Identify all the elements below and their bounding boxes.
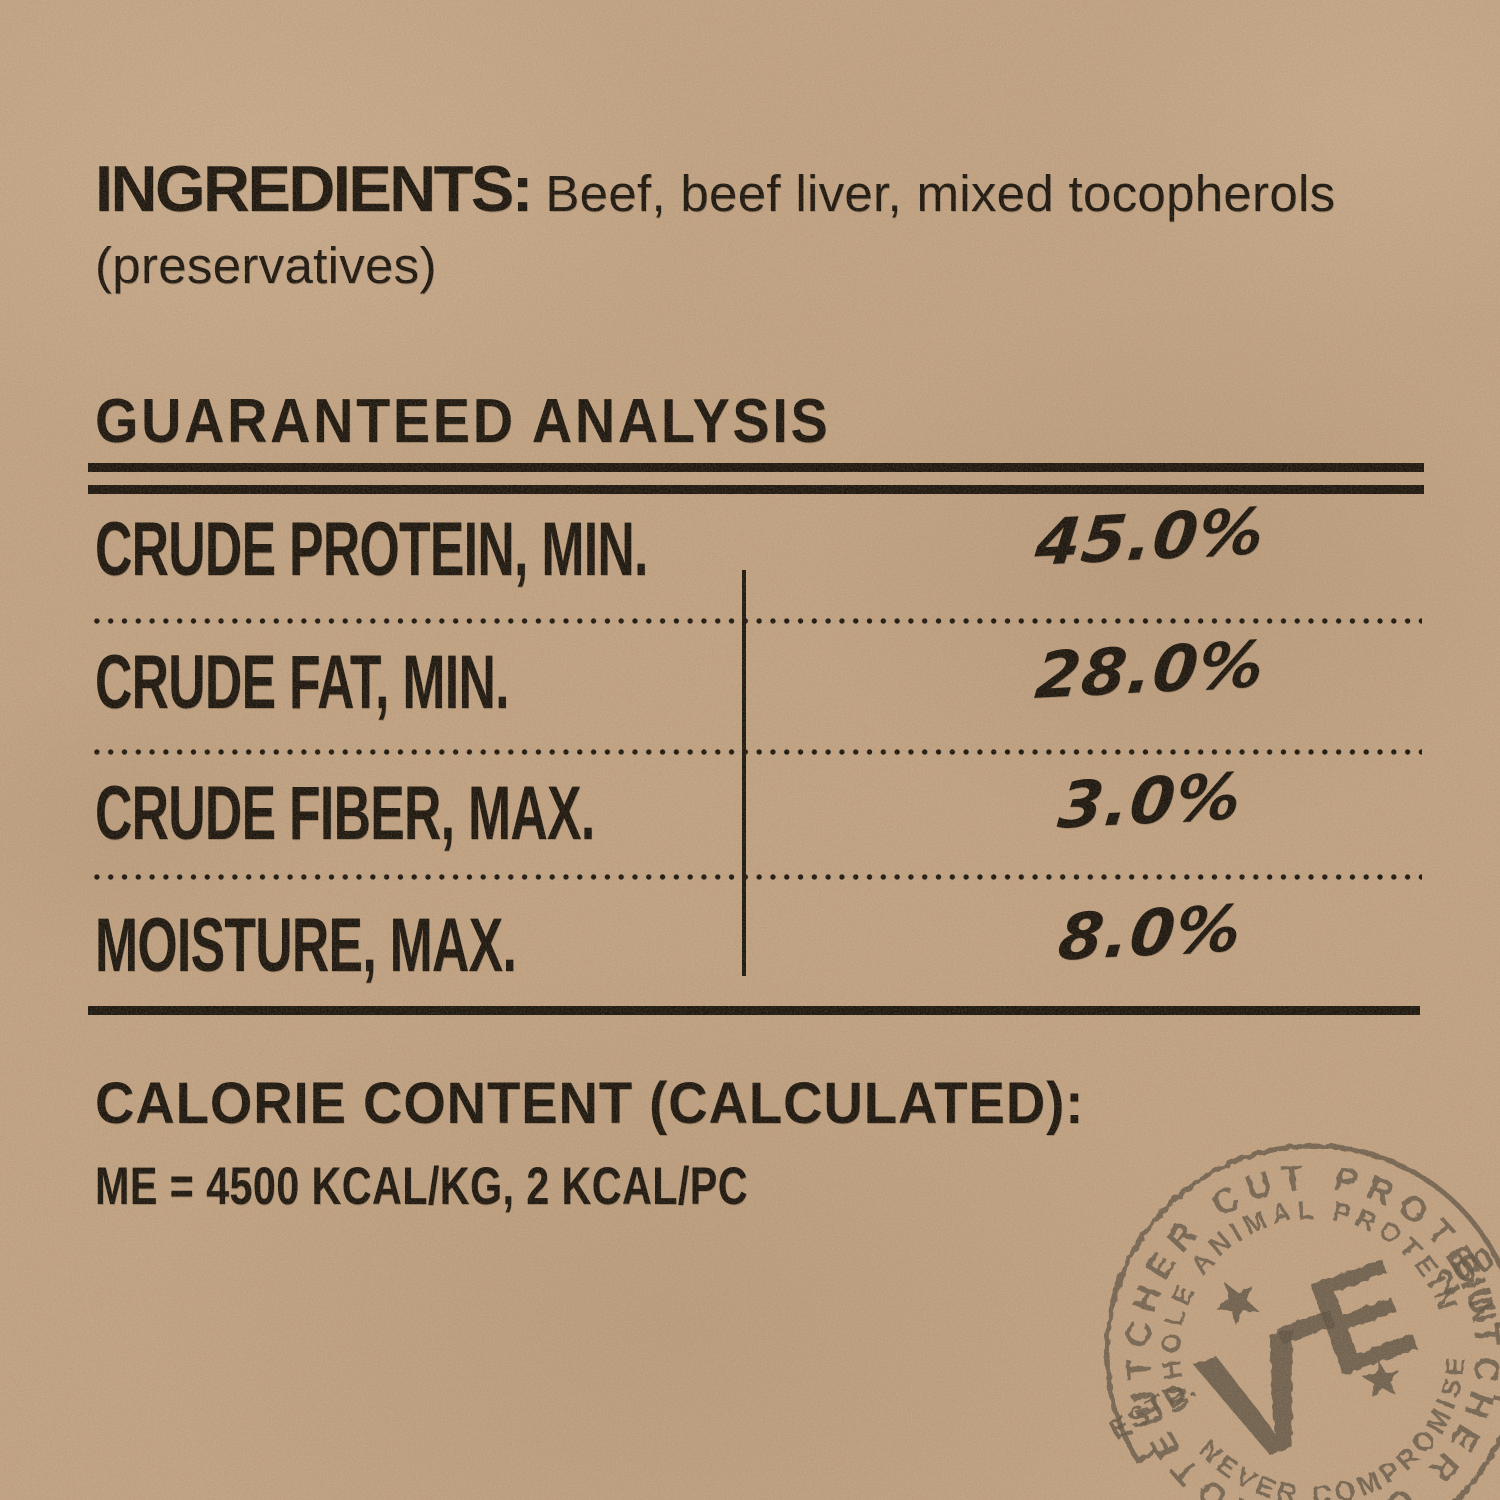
guaranteed-analysis-heading: GUARANTEED ANALYSIS xyxy=(95,387,831,456)
table-bottom-rule xyxy=(88,1006,1420,1015)
row-label: CRUDE FAT, MIN. xyxy=(95,640,509,725)
row-value: 28.0% xyxy=(1031,628,1269,714)
row-label: CRUDE PROTEIN, MIN. xyxy=(95,507,648,592)
calorie-content-value: ME = 4500 KCAL/KG, 2 KCAL/PC xyxy=(95,1157,748,1216)
dotted-separator xyxy=(90,874,1422,880)
table-row-crude-fiber: CRUDE FIBER, MAX. 3.0% xyxy=(95,760,1425,868)
row-value: 45.0% xyxy=(1031,495,1269,581)
table-column-divider xyxy=(742,570,746,976)
table-top-rule-1 xyxy=(88,463,1424,472)
dotted-separator xyxy=(90,618,1422,624)
table-row-moisture: MOISTURE, MAX. 8.0% xyxy=(95,892,1425,1000)
stamp-seal: BUTCHER CUT PROTEIN BUTCHER CUT PROTEIN … xyxy=(1053,1122,1500,1500)
ingredients-heading: INGREDIENTS: xyxy=(95,152,533,225)
dotted-separator xyxy=(90,749,1422,755)
calorie-content-heading: CALORIE CONTENT (CALCULATED): xyxy=(95,1071,1085,1136)
row-value: 3.0% xyxy=(1054,760,1246,844)
table-row-crude-fat: CRUDE FAT, MIN. 28.0% xyxy=(95,628,1425,737)
row-value: 8.0% xyxy=(1054,892,1246,976)
row-label: MOISTURE, MAX. xyxy=(95,903,517,988)
ingredients-section: INGREDIENTS: Beef, beef liver, mixed toc… xyxy=(95,153,1461,302)
table-row-crude-protein: CRUDE PROTEIN, MIN. 45.0% xyxy=(95,495,1425,604)
row-label: CRUDE FIBER, MAX. xyxy=(95,771,595,856)
table-top-rule-2 xyxy=(88,485,1424,494)
